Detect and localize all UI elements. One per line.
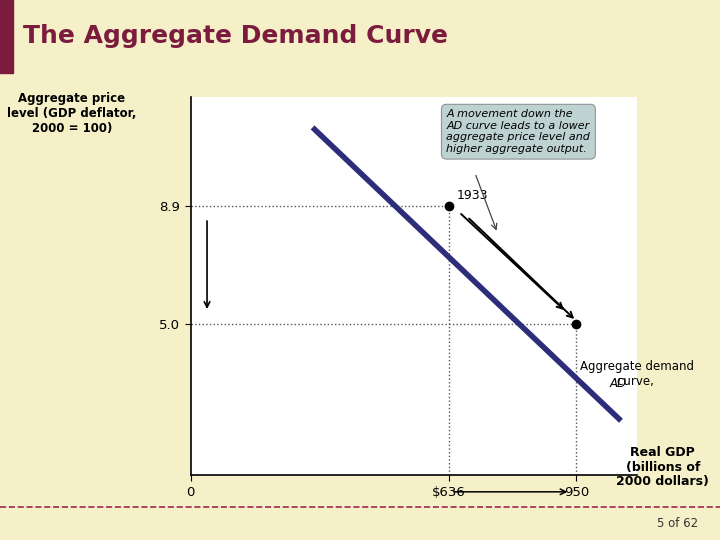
- Bar: [0, 0, 13, 73]
- Text: 5 of 62: 5 of 62: [657, 517, 698, 530]
- Text: Aggregate demand
curve,: Aggregate demand curve,: [580, 360, 694, 388]
- Text: The Aggregate Demand Curve: The Aggregate Demand Curve: [23, 24, 448, 49]
- Text: Aggregate price
level (GDP deflator,
2000 = 100): Aggregate price level (GDP deflator, 200…: [7, 92, 137, 135]
- Text: AD: AD: [609, 377, 626, 390]
- Text: Real GDP
(billions of
2000 dollars): Real GDP (billions of 2000 dollars): [616, 446, 709, 489]
- Text: A movement down the
AD curve leads to a lower
aggregate price level and
higher a: A movement down the AD curve leads to a …: [446, 109, 590, 154]
- Text: 1933: 1933: [456, 188, 487, 201]
